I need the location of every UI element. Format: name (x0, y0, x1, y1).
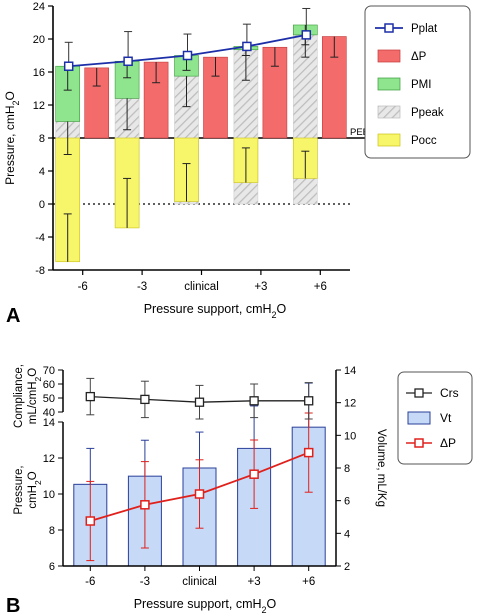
panel-b-right-y-tick-label: 8 (344, 463, 350, 475)
panel-a-y-tick-label: -8 (35, 265, 45, 277)
panel-b-right-y-tick-label: 14 (344, 365, 356, 377)
panel-b-top-y-tick-label: 60 (43, 379, 55, 391)
panel-b-top-y-tick-label: 40 (43, 407, 55, 419)
peep-label: PEEP (350, 127, 375, 138)
panel-a-x-axis-label: Pressure support, cmH2O (144, 302, 287, 320)
panel-b-x-axis-label: Pressure support, cmH2O (134, 597, 277, 615)
panel-a-x-tick-label: +6 (314, 281, 327, 293)
panel-b-top-y-tick-label: 50 (43, 393, 55, 405)
panel-b-x-tick-label: clinical (182, 576, 217, 588)
panel-b-legend: Crs Vt ΔP (397, 371, 473, 465)
legend-crs-marker (414, 388, 424, 398)
crs-marker (194, 397, 205, 407)
panel-a-y-tick-label: 4 (39, 166, 45, 178)
legend-entry-label: ΔP (411, 51, 427, 63)
panel-a-x-tick-label: clinical (184, 281, 219, 293)
panel-a-legend: Pplat ΔP PMI Ppeak Pocc (364, 5, 471, 159)
delta-p-marker (140, 500, 150, 510)
legend-entry-label: Ppeak (411, 107, 444, 119)
panel-a-label: A (6, 305, 20, 327)
panel-b-right-y-tick-label: 12 (344, 398, 356, 410)
panel-b-x-tick-label: +6 (302, 576, 315, 588)
panel-b-bottom-y-tick-label: 12 (43, 453, 55, 465)
legend-pmi-swatch (377, 77, 401, 91)
panel-b-right-y-tick-label: 4 (344, 528, 350, 540)
legend-delta-p-swatch (377, 49, 401, 63)
panel-a-y-tick-label: -4 (35, 232, 45, 244)
panel-b: 40 50 60 70 6 8 10 12 14 2 4 6 8 10 12 14 -6 -3 clinical +3… (6, 364, 473, 616)
legend-entry-label: Crs (440, 386, 459, 400)
crs-marker (249, 396, 259, 406)
panel-b-bottom-y-tick-label: 6 (49, 561, 55, 573)
panel-b-right-y-tick-label: 2 (344, 561, 350, 573)
legend-entry-label: Pplat (411, 23, 438, 35)
legend-vt-swatch (407, 411, 431, 425)
panel-a-x-tick-label: -3 (137, 281, 147, 293)
delta-p-marker (194, 489, 205, 499)
pplat-marker (242, 41, 252, 52)
legend-entry-label: PMI (411, 79, 431, 91)
pplat-marker (182, 50, 193, 61)
delta-p-marker (85, 516, 96, 526)
panel-a-y-tick-label: 20 (33, 34, 45, 46)
panel-b-bottom-y-tick-label: 8 (49, 525, 55, 537)
panel-b-right-y-label: Volume, mL/Kg (375, 429, 387, 507)
legend-ppeak-swatch (377, 105, 401, 119)
panel-b-bottom-y-label-2: cmH2O (27, 471, 43, 508)
panel-a-y-tick-label: 8 (39, 133, 45, 145)
panel-b-right-y-tick-label: 6 (344, 496, 350, 508)
crs-marker (85, 391, 95, 402)
panel-a: -8 -4 0 4 8 12 16 20 24 -6 -3 clinical +3 +6 Pressure… (3, 1, 471, 327)
panel-b-x-tick-label: +3 (248, 576, 261, 588)
panel-b-bottom-y-label: Pressure, (13, 465, 25, 514)
legend-entry-label: Pocc (411, 135, 437, 147)
panel-a-x-tick-label: +3 (254, 281, 267, 293)
legend-entry-label: ΔP (440, 436, 456, 450)
pplat-marker (301, 30, 312, 40)
panel-b-top-y-tick-label: 70 (43, 365, 55, 377)
pplat-marker (123, 56, 133, 67)
legend-pplat-marker (384, 23, 394, 33)
panel-b-top-y-label: Compliance, (13, 364, 25, 428)
panel-a-legend-box (364, 5, 471, 159)
panel-b-bottom-y-tick-label: 10 (43, 489, 55, 501)
panel-b-x-tick-label: -6 (85, 576, 95, 588)
panel-a-y-axis-label: Pressure, cmH2O (3, 91, 21, 185)
panel-a-y-tick-label: 24 (33, 1, 45, 13)
panel-b-right-y-tick-label: 10 (344, 430, 356, 442)
legend-delta-p-marker (414, 438, 424, 448)
panel-a-y-tick-label: 16 (33, 67, 45, 79)
delta-p-marker (249, 469, 259, 479)
pplat-marker (63, 61, 74, 71)
panel-b-top-y-label-2: mL/cmH2O (27, 368, 43, 425)
legend-entry-label: Vt (440, 411, 452, 425)
crs-marker (304, 396, 314, 406)
panel-b-bottom-y-tick-label: 14 (43, 417, 55, 429)
panel-a-x-tick-label: -6 (78, 281, 88, 293)
crs-marker (140, 394, 150, 405)
panel-a-y-tick-label: 12 (33, 100, 45, 112)
panel-b-label: B (6, 595, 20, 616)
panel-a-y-tick-label: 0 (39, 199, 45, 211)
panel-b-x-tick-label: -3 (140, 576, 150, 588)
legend-pocc-swatch (377, 133, 401, 147)
delta-p-marker (303, 447, 314, 458)
